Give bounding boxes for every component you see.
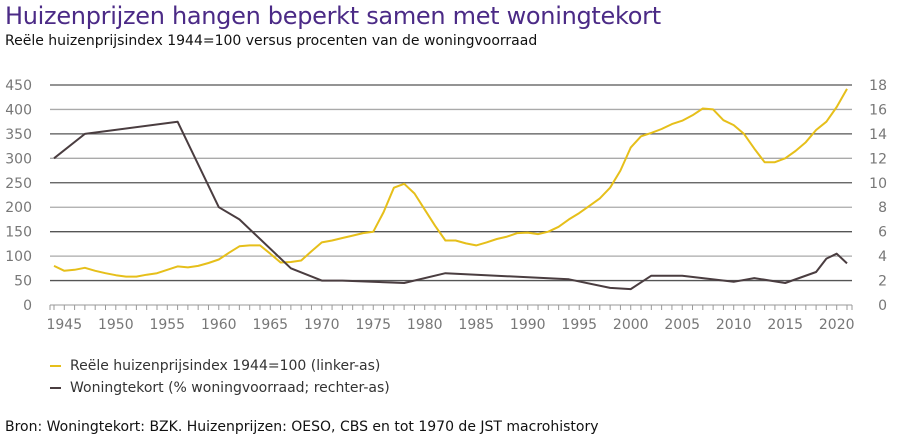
legend: Reële huizenprijsindex 1944=100 (linker-… xyxy=(50,355,390,399)
y-right-tick-label: 16 xyxy=(869,102,887,118)
y-right-tick-label: 10 xyxy=(869,176,887,192)
y-left-tick-label: 200 xyxy=(5,200,32,216)
series-line-house-price xyxy=(53,88,848,278)
legend-item-housing-shortage: Woningtekort (% woningvoorraad; rechter-… xyxy=(50,377,390,399)
y-left-tick-label: 150 xyxy=(5,225,32,241)
y-left-tick-label: 50 xyxy=(14,274,32,290)
x-tick-label: 2020 xyxy=(819,317,855,333)
x-tick-label: 1955 xyxy=(149,317,185,333)
legend-item-house-price: Reële huizenprijsindex 1944=100 (linker-… xyxy=(50,355,390,377)
y-right-tick-label: 18 xyxy=(869,78,887,94)
x-tick-label: 2005 xyxy=(664,317,700,333)
chart-title: Huizenprijzen hangen beperkt samen met w… xyxy=(5,2,661,30)
legend-swatch-housing-shortage xyxy=(50,387,61,389)
y-right-tick-label: 14 xyxy=(869,127,887,143)
x-tick-label: 1965 xyxy=(252,317,288,333)
y-left-tick-label: 300 xyxy=(5,151,32,167)
y-left-tick-label: 350 xyxy=(5,127,32,143)
y-right-tick-label: 2 xyxy=(878,274,887,290)
y-right-tick-label: 4 xyxy=(878,249,887,265)
y-right-tick-label: 6 xyxy=(878,225,887,241)
x-tick-label: 1990 xyxy=(510,317,546,333)
y-left-tick-label: 250 xyxy=(5,176,32,192)
y-right-tick-label: 0 xyxy=(878,298,887,314)
series-line-housing-shortage xyxy=(53,120,848,291)
x-tick-label: 2010 xyxy=(716,317,752,333)
x-tick-label: 1995 xyxy=(561,317,597,333)
x-tick-label: 1950 xyxy=(98,317,134,333)
legend-label-house-price: Reële huizenprijsindex 1944=100 (linker-… xyxy=(70,358,381,374)
legend-swatch-house-price xyxy=(50,365,61,367)
x-tick-label: 1975 xyxy=(355,317,391,333)
x-tick-label: 2000 xyxy=(613,317,649,333)
x-tick-label: 1985 xyxy=(458,317,494,333)
y-left-tick-label: 100 xyxy=(5,249,32,265)
y-left-tick-label: 400 xyxy=(5,102,32,118)
chart-subtitle: Reële huizenprijsindex 1944=100 versus p… xyxy=(5,33,538,49)
x-tick-label: 1980 xyxy=(407,317,443,333)
source-note: Bron: Woningtekort: BZK. Huizenprijzen: … xyxy=(5,419,599,435)
x-tick-label: 1960 xyxy=(201,317,237,333)
x-tick-label: 1945 xyxy=(46,317,82,333)
legend-label-housing-shortage: Woningtekort (% woningvoorraad; rechter-… xyxy=(70,380,390,396)
y-right-tick-label: 12 xyxy=(869,151,887,167)
y-left-tick-label: 450 xyxy=(5,78,32,94)
y-right-tick-label: 8 xyxy=(878,200,887,216)
x-tick-label: 1970 xyxy=(304,317,340,333)
x-tick-label: 2015 xyxy=(767,317,803,333)
y-left-tick-label: 0 xyxy=(23,298,32,314)
